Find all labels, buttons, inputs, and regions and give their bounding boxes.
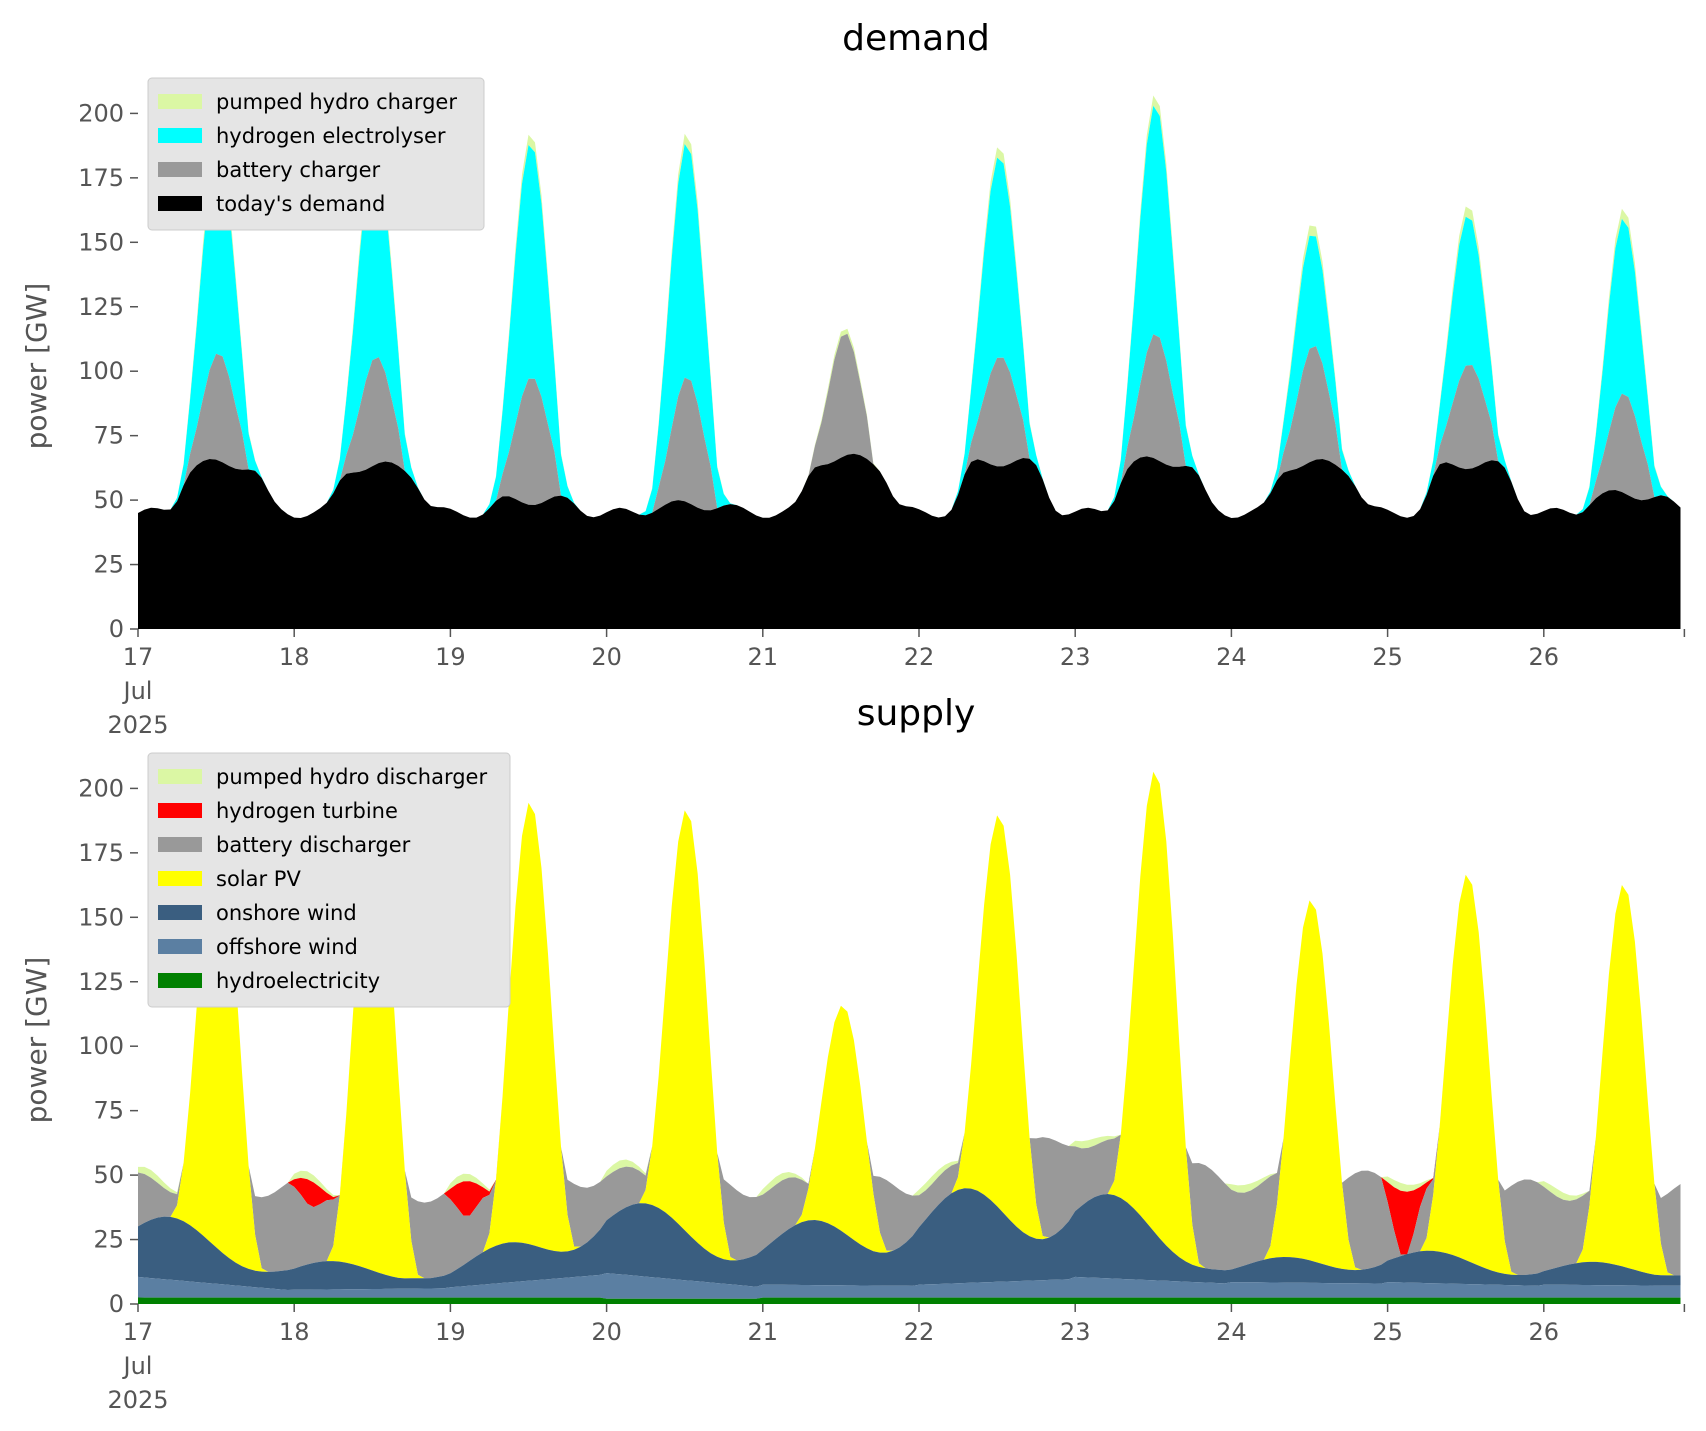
legend-swatch	[158, 94, 202, 109]
y-tick-label: 100	[78, 1032, 124, 1060]
y-axis-label-supply: power [GW]	[20, 957, 53, 1124]
x-tick-label: 25	[1372, 643, 1403, 671]
x-tick-label: 18	[279, 643, 310, 671]
x-tick-label: 18	[279, 1318, 310, 1346]
area-battery-charger	[138, 333, 1681, 518]
x-tick-label: 21	[748, 643, 779, 671]
y-tick-label: 125	[78, 293, 124, 321]
y-tick-label: 0	[109, 1290, 124, 1318]
x-tick-label: 26	[1529, 643, 1560, 671]
area-todays-demand	[138, 453, 1681, 629]
y-tick-label: 0	[109, 615, 124, 643]
y-tick-label: 150	[78, 228, 124, 256]
x-tick-label: 19	[435, 1318, 466, 1346]
legend-label: battery charger	[216, 158, 381, 182]
y-tick-label: 75	[93, 422, 124, 450]
legend-label: pumped hydro charger	[216, 90, 457, 114]
x-tick-label: Jul	[122, 677, 153, 705]
supply-areas	[138, 771, 1681, 1304]
legend-label: hydrogen turbine	[216, 799, 398, 823]
area-solar-pv	[138, 771, 1681, 1279]
legend-label: offshore wind	[216, 935, 358, 959]
legend-label: hydrogen electrolyser	[216, 124, 446, 148]
legend-swatch	[158, 871, 202, 886]
area-hydrogen-electrolyser	[138, 105, 1681, 519]
x-tick-label: Jul	[122, 1352, 153, 1380]
y-tick-label: 25	[93, 1226, 124, 1254]
x-tick-label: 17	[123, 643, 154, 671]
legend-swatch	[158, 837, 202, 852]
area-onshore-wind	[138, 1188, 1681, 1290]
legend-label: hydroelectricity	[216, 969, 380, 993]
legend-swatch	[158, 973, 202, 988]
demand-areas	[138, 95, 1681, 629]
legend-label: onshore wind	[216, 901, 357, 925]
legend-swatch	[158, 128, 202, 143]
legend-label: solar PV	[216, 867, 301, 891]
legend-swatch	[158, 196, 202, 211]
legend-swatch	[158, 905, 202, 920]
y-tick-label: 50	[93, 1161, 124, 1189]
x-tick-label: 20	[591, 643, 622, 671]
y-tick-label: 200	[78, 774, 124, 802]
y-tick-label: 100	[78, 357, 124, 385]
demand-panel: demand power [GW] 0 25 50 75 100 125 150 175 200…	[20, 18, 1686, 739]
x-tick-label: 24	[1216, 1318, 1247, 1346]
legend-swatch	[158, 769, 202, 784]
x-tick-label: 26	[1529, 1318, 1560, 1346]
legend-label: battery discharger	[216, 833, 411, 857]
x-tick-label: 23	[1060, 1318, 1091, 1346]
legend-box	[147, 77, 485, 231]
y-tick-label: 175	[78, 839, 124, 867]
x-tick-label: 2025	[107, 711, 168, 739]
y-tick-label: 75	[93, 1097, 124, 1125]
x-tick-label: 19	[435, 643, 466, 671]
demand-legend: pumped hydro charger hydrogen electrolyse…	[147, 77, 485, 231]
y-tick-label: 200	[78, 99, 124, 127]
supply-axes: 0 25 50 75 100 125 150 175 200 17 Jul 2025 18 19 20 21 2…	[78, 774, 1686, 1414]
area-hydroelectricity	[138, 1297, 1681, 1304]
legend-label: pumped hydro discharger	[216, 765, 487, 789]
x-tick-label: 22	[904, 1318, 935, 1346]
y-tick-label: 175	[78, 164, 124, 192]
legend-swatch	[158, 939, 202, 954]
y-tick-label: 125	[78, 968, 124, 996]
legend-swatch	[158, 162, 202, 177]
demand-axes: 0 25 50 75 100 125 150 175 200 17 Jul 2025 18 19 20 21 2…	[78, 99, 1686, 739]
y-tick-label: 150	[78, 903, 124, 931]
x-tick-label: 23	[1060, 643, 1091, 671]
x-tick-label: 2025	[107, 1386, 168, 1414]
chart-title-supply: supply	[857, 693, 976, 734]
supply-legend: pumped hydro discharger hydrogen turbine b…	[147, 752, 511, 1008]
supply-panel: supply power [GW] 0 25 50 75 100 125 150 175 200…	[20, 693, 1686, 1414]
legend-swatch	[158, 803, 202, 818]
area-battery-discharger	[138, 771, 1681, 1279]
chart-title-demand: demand	[842, 18, 990, 59]
x-tick-label: 17	[123, 1318, 154, 1346]
y-tick-label: 50	[93, 486, 124, 514]
y-axis-label-demand: power [GW]	[20, 283, 53, 450]
legend-label: today's demand	[216, 192, 385, 216]
area-offshore-wind	[138, 1273, 1681, 1299]
y-tick-label: 25	[93, 551, 124, 579]
x-tick-label: 22	[904, 643, 935, 671]
x-tick-label: 21	[748, 1318, 779, 1346]
legend-box	[147, 752, 511, 1008]
x-tick-label: 25	[1372, 1318, 1403, 1346]
x-tick-label: 24	[1216, 643, 1247, 671]
x-tick-label: 20	[591, 1318, 622, 1346]
